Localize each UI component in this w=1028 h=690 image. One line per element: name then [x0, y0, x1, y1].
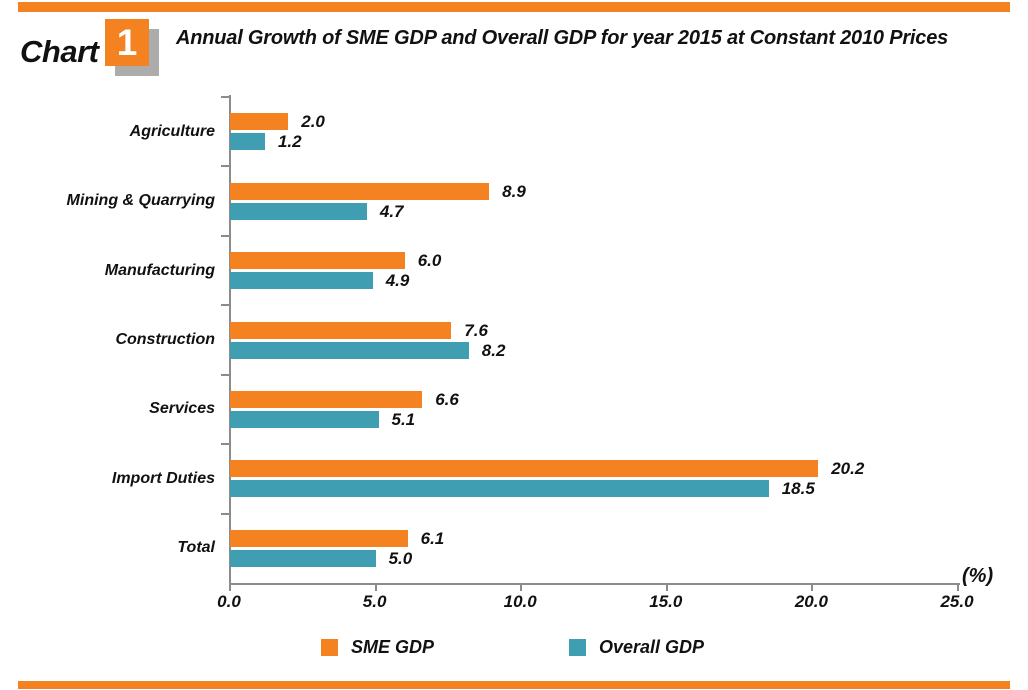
- y-axis-tick: [221, 304, 229, 307]
- chart-word-label: Chart: [20, 34, 99, 69]
- sme-gdp-value-label-construction: 7.6: [464, 320, 488, 340]
- overall-gdp-value-label-agriculture: 1.2: [277, 132, 302, 152]
- x-axis-tick: [229, 585, 231, 591]
- y-axis-tick: [221, 96, 229, 98]
- sme-gdp-value-label-total: 6.1: [420, 528, 445, 548]
- category-label-manufacturing: Manufacturing: [104, 261, 215, 279]
- category-label-services: Services: [149, 400, 215, 418]
- sme-gdp-bar-services: [230, 390, 423, 408]
- sme-gdp-value-label-mining-quarrying: 8.9: [502, 181, 526, 201]
- overall-gdp-value-label-total: 5.0: [388, 548, 413, 568]
- x-axis-tick: [811, 585, 814, 591]
- overall-gdp-bar-total: [230, 549, 376, 567]
- overall-gdp-legend-swatch: [569, 639, 586, 656]
- overall-gdp-value-label-import-duties: 18.5: [781, 479, 815, 499]
- sme-gdp-bar-total: [230, 529, 408, 547]
- x-tick-label-0-0: 0.0: [217, 592, 241, 611]
- category-label-import-duties: Import Duties: [111, 469, 215, 487]
- x-axis-line: [229, 583, 960, 585]
- x-axis-tick: [957, 585, 959, 591]
- x-tick-label-20-0: 20.0: [794, 592, 828, 611]
- x-tick-label-10-0: 10.0: [503, 592, 537, 611]
- x-axis-tick: [665, 585, 668, 591]
- y-axis-tick: [221, 512, 229, 515]
- x-tick-label-5-0: 5.0: [362, 592, 387, 611]
- overall-gdp-value-label-manufacturing: 4.9: [385, 271, 410, 291]
- top-rule: [18, 2, 1010, 12]
- category-label-total: Total: [177, 539, 215, 557]
- y-axis-tick: [221, 443, 229, 446]
- sme-gdp-bar-manufacturing: [230, 252, 405, 270]
- y-axis-tick: [221, 165, 229, 168]
- overall-gdp-legend-label: Overall GDP: [599, 637, 705, 657]
- overall-gdp-value-label-construction: 8.2: [481, 340, 506, 360]
- overall-gdp-bar-agriculture: [230, 133, 265, 151]
- overall-gdp-value-label-services: 5.1: [391, 409, 416, 429]
- chart-title: Annual Growth of SME GDP and Overall GDP…: [176, 27, 949, 49]
- bottom-rule: [18, 681, 1010, 689]
- x-tick-label-25-0: 25.0: [940, 592, 974, 611]
- category-label-mining-quarrying: Mining & Quarrying: [66, 192, 215, 210]
- chart-number: 1: [116, 21, 138, 63]
- x-axis-tick: [520, 585, 523, 591]
- sme-gdp-bar-mining-quarrying: [230, 182, 490, 200]
- x-axis-unit-label: (%): [962, 565, 994, 587]
- overall-gdp-bar-construction: [230, 341, 469, 359]
- chart-number-box: 1: [105, 19, 149, 66]
- category-label-agriculture: Agriculture: [129, 122, 215, 140]
- x-axis-tick: [374, 585, 377, 591]
- sme-gdp-bar-construction: [230, 321, 452, 339]
- sme-gdp-value-label-agriculture: 2.0: [301, 112, 325, 132]
- sme-gdp-bar-agriculture: [230, 113, 289, 131]
- sme-gdp-bar-import-duties: [230, 460, 819, 478]
- overall-gdp-bar-import-duties: [230, 480, 769, 498]
- sme-gdp-value-label-import-duties: 20.2: [831, 459, 865, 479]
- legend-item-overall-gdp: Overall GDP: [569, 637, 704, 658]
- x-tick-label-15-0: 15.0: [649, 592, 683, 611]
- sme-gdp-value-label-manufacturing: 6.0: [417, 251, 442, 271]
- y-axis-line: [229, 95, 231, 585]
- overall-gdp-bar-mining-quarrying: [230, 202, 367, 220]
- y-axis-tick: [221, 234, 229, 237]
- sme-gdp-value-label-services: 6.6: [435, 389, 459, 409]
- overall-gdp-bar-services: [230, 410, 379, 428]
- legend-item-sme-gdp: SME GDP: [321, 637, 434, 658]
- sme-gdp-legend-label: SME GDP: [351, 637, 435, 657]
- overall-gdp-bar-manufacturing: [230, 272, 373, 290]
- overall-gdp-value-label-mining-quarrying: 4.7: [379, 201, 404, 221]
- y-axis-tick: [221, 373, 229, 376]
- category-label-construction: Construction: [115, 330, 215, 348]
- sme-gdp-legend-swatch: [321, 639, 338, 656]
